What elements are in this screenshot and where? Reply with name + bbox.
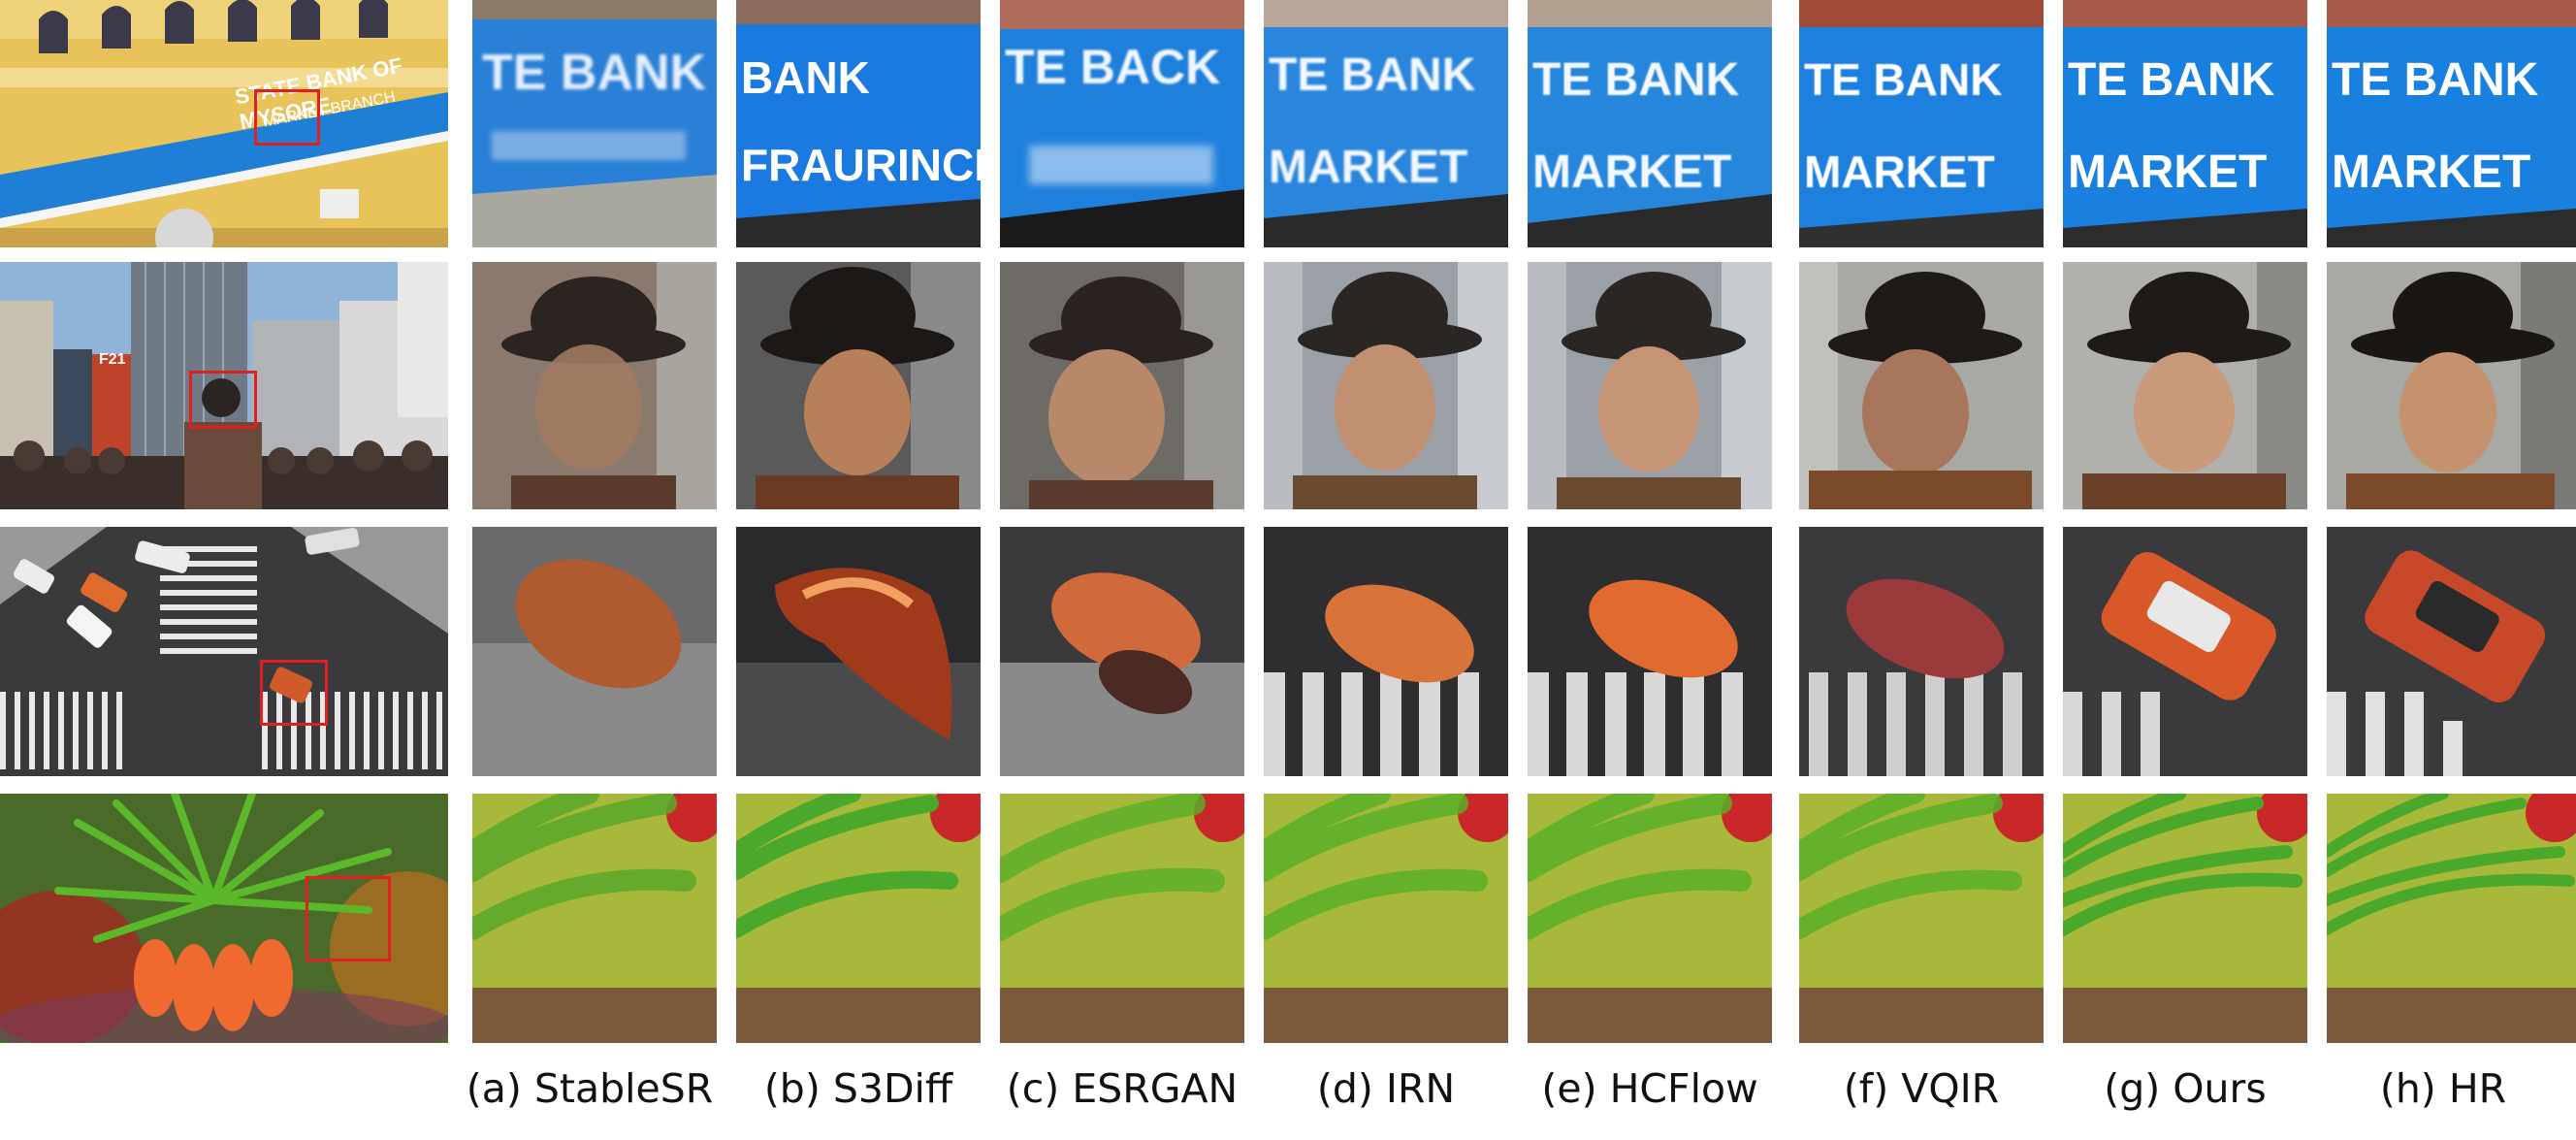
- blur-text: [492, 131, 686, 160]
- crop-face-vqir: [1799, 262, 2044, 509]
- caption-vqir: (f) VQIR: [1843, 1065, 2000, 1112]
- crop-face-irn: [1264, 262, 1508, 509]
- crop-text: TE BANK MARKET: [1269, 49, 1476, 193]
- caption-s3diff: (b) S3Diff: [763, 1065, 953, 1112]
- crop-leaf-hcflow: [1528, 794, 1772, 1043]
- crop-text: TE BANK MARKET: [2068, 54, 2275, 198]
- crop-car-esrgan: [1000, 527, 1244, 776]
- crop-leaf-ours: [2063, 794, 2307, 1043]
- crop-bank-s3diff: BANK FRAURINCET: [736, 0, 981, 247]
- crop-car-irn: [1264, 527, 1508, 776]
- caption-esrgan: (c) ESRGAN: [1006, 1065, 1239, 1112]
- crop-leaf-s3diff: [736, 794, 981, 1043]
- crop-face-stablesr: [472, 262, 717, 509]
- crop-bank-esrgan: TE BACK: [1000, 0, 1244, 247]
- crop-bank-ours: TE BANK MARKET: [2063, 0, 2307, 247]
- crop-face-s3diff: [736, 262, 981, 509]
- crop-car-s3diff: [736, 527, 981, 776]
- caption-hcflow: (e) HCFlow: [1541, 1065, 1758, 1112]
- crop-face-ours: [2063, 262, 2307, 509]
- crop-text: TE BACK: [1005, 40, 1221, 94]
- crop-face-hr: [2327, 262, 2576, 509]
- overview-crosswalk: [0, 527, 448, 776]
- crop-leaf-vqir: [1799, 794, 2044, 1043]
- highlight-box: [306, 876, 391, 961]
- crop-face-esrgan: [1000, 262, 1244, 509]
- highlight-box: [260, 660, 328, 726]
- crop-car-hcflow: [1528, 527, 1772, 776]
- crop-leaf-hr: [2327, 794, 2576, 1043]
- crop-car-hr: [2327, 527, 2576, 776]
- crop-car-stablesr: [472, 527, 717, 776]
- billboard-text: F21: [99, 351, 126, 368]
- crop-car-vqir: [1799, 527, 2044, 776]
- caption-hr: (h) HR: [2379, 1065, 2507, 1112]
- crop-bank-irn: TE BANK MARKET: [1264, 0, 1508, 247]
- crop-leaf-irn: [1264, 794, 1508, 1043]
- crop-leaf-stablesr: [472, 794, 717, 1043]
- crop-text: TE BANK MARKET: [1804, 54, 2003, 197]
- crop-bank-hr: TE BANK MARKET: [2327, 0, 2576, 247]
- crop-bank-vqir: TE BANK MARKET: [1799, 0, 2044, 247]
- crop-text: TE BANK MARKET: [2332, 54, 2539, 198]
- crop-leaf-esrgan: [1000, 794, 1244, 1043]
- overview-bank: STATE BANK OF MYSORE MARKET BRANCH: [0, 0, 448, 247]
- crop-bank-hcflow: TE BANK MARKET: [1528, 0, 1772, 247]
- overview-street: F21: [0, 262, 448, 509]
- highlight-box: [189, 371, 257, 429]
- crop-text: BANK FRAURINCET: [741, 52, 981, 190]
- caption-stablesr: (a) StableSR: [466, 1065, 714, 1112]
- crop-car-ours: [2063, 527, 2307, 776]
- crop-face-hcflow: [1528, 262, 1772, 509]
- blur-text: [1029, 146, 1213, 184]
- caption-ours: (g) Ours: [2104, 1065, 2267, 1112]
- crop-text: TE BANK MARKET: [1532, 54, 1740, 198]
- caption-irn: (d) IRN: [1316, 1065, 1456, 1112]
- crop-text: TE BANK: [482, 45, 707, 101]
- crop-bank-stablesr: TE BANK: [472, 0, 717, 247]
- highlight-box: [254, 89, 320, 146]
- overview-flower: [0, 794, 448, 1043]
